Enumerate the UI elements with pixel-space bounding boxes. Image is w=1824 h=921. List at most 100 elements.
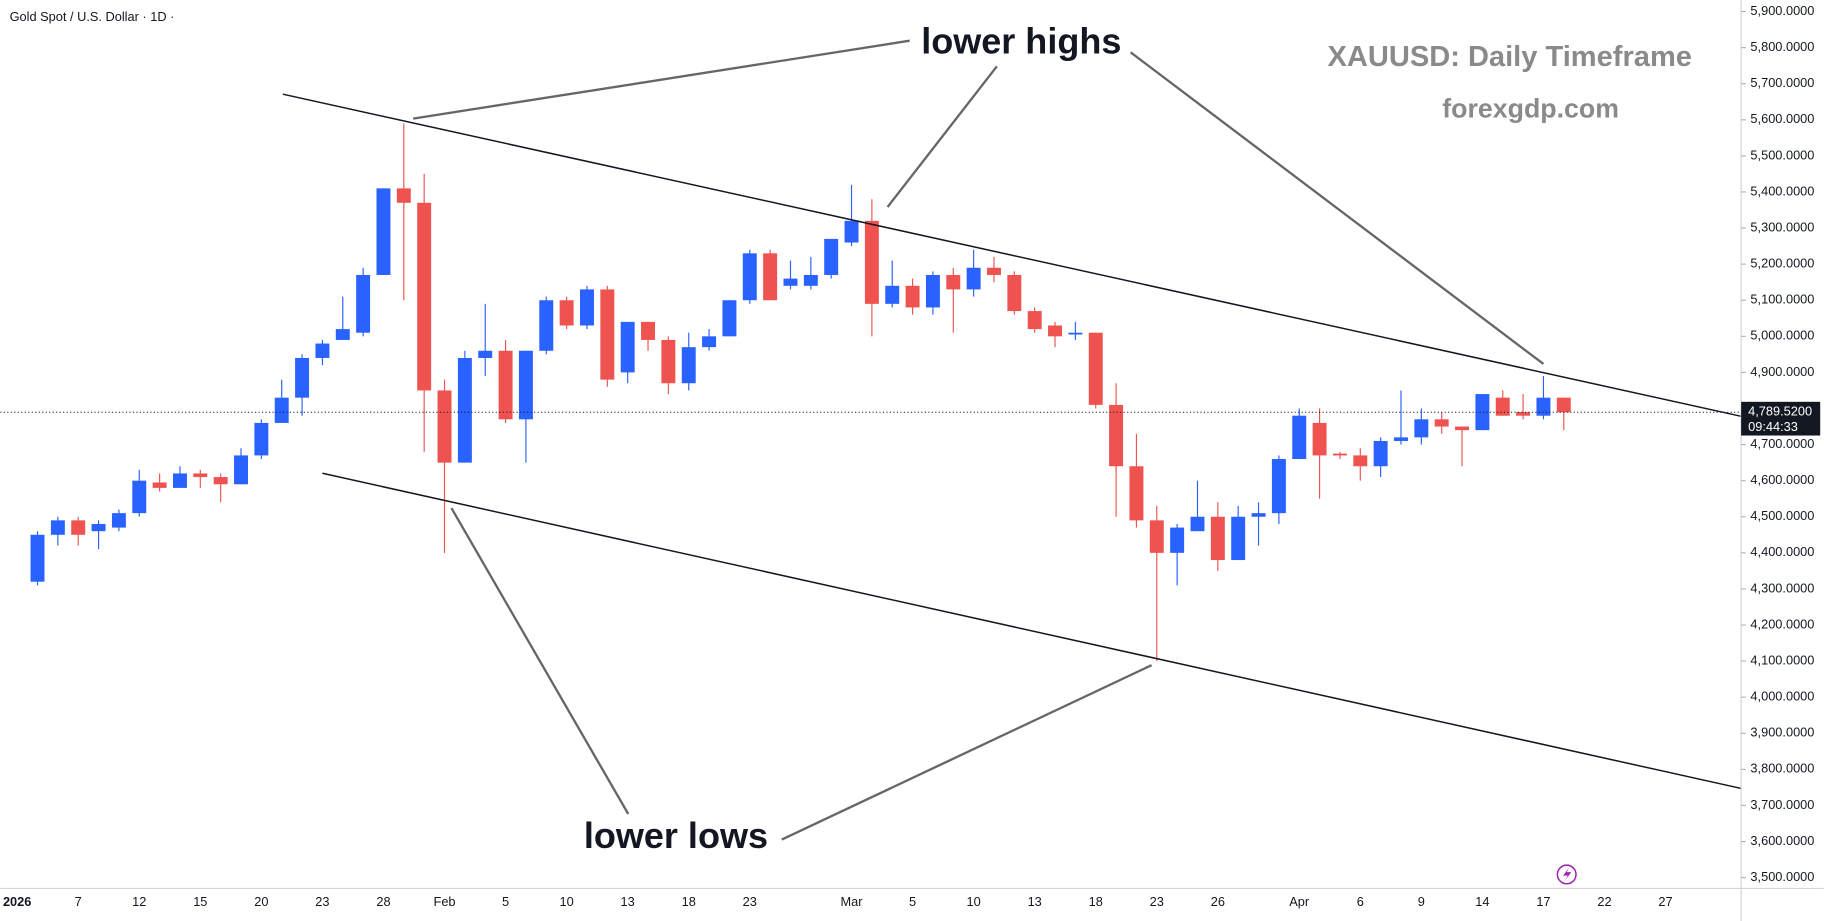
x-tick-label: 2026 <box>3 894 31 909</box>
candle-body <box>193 473 208 478</box>
y-tick-label: 4,300.0000 <box>1750 580 1814 595</box>
watermark-title: XAUUSD: Daily Timeframe <box>1327 41 1691 73</box>
x-tick-label: 28 <box>376 894 390 909</box>
x-tick-label: 10 <box>560 894 574 909</box>
candle-body <box>966 267 981 290</box>
last-price-label: 4,789.5200 <box>1748 404 1812 419</box>
candle-body <box>518 350 533 420</box>
candle-body <box>1088 332 1103 405</box>
y-tick-label: 4,600.0000 <box>1750 472 1814 487</box>
candle-body <box>946 274 961 290</box>
candle-body <box>844 220 859 243</box>
candle-body <box>1048 325 1063 337</box>
candle-body <box>1495 397 1510 416</box>
candle-body <box>559 300 574 326</box>
candle-body <box>1414 419 1429 438</box>
connector <box>1129 51 1545 365</box>
candle-body <box>1455 426 1470 431</box>
candle-body <box>742 253 757 301</box>
x-tick-label: 6 <box>1357 894 1364 909</box>
candle-body <box>1068 332 1083 335</box>
candle-body <box>620 321 635 373</box>
candle-body <box>376 188 391 275</box>
x-tick-label: 23 <box>315 894 329 909</box>
x-tick-label: 12 <box>132 894 146 909</box>
candle-body <box>1516 412 1531 416</box>
x-tick-label: 23 <box>1150 894 1164 909</box>
candle-body <box>987 267 1001 275</box>
connector <box>886 65 998 208</box>
y-tick-label: 4,900.0000 <box>1750 364 1814 379</box>
y-tick-label: 5,100.0000 <box>1750 292 1814 307</box>
candle-body <box>1353 455 1368 467</box>
y-tick-label: 3,700.0000 <box>1750 797 1814 812</box>
price-label-box <box>1741 401 1821 436</box>
countdown-label: 09:44:33 <box>1748 419 1798 434</box>
candle-body <box>661 339 676 384</box>
candle-body <box>295 357 310 398</box>
y-tick-label: 5,600.0000 <box>1750 111 1814 126</box>
candle-body <box>1027 311 1042 330</box>
x-tick-label: 13 <box>621 894 635 909</box>
candle-body <box>1332 453 1347 456</box>
candle-body <box>1312 422 1327 456</box>
lightning-icon[interactable] <box>1556 864 1577 885</box>
x-tick-label: 14 <box>1475 894 1489 909</box>
candle-body <box>1394 437 1408 441</box>
candle-body <box>1251 513 1266 517</box>
y-tick-label: 3,600.0000 <box>1750 833 1814 848</box>
candle-body <box>722 300 737 337</box>
candle-body <box>539 300 554 351</box>
candle-body <box>71 520 86 535</box>
y-tick-label: 4,400.0000 <box>1750 544 1814 559</box>
candle-body <box>1109 404 1124 467</box>
y-tick-label: 3,900.0000 <box>1750 725 1814 740</box>
x-tick-label: 7 <box>75 894 82 909</box>
candle-body <box>763 253 778 301</box>
y-tick-label: 4,200.0000 <box>1750 616 1814 631</box>
candle-body <box>600 289 615 380</box>
connector <box>781 664 1153 841</box>
x-tick-label: Feb <box>434 894 456 909</box>
x-tick-label: 22 <box>1597 894 1611 909</box>
icon-circle[interactable] <box>1556 864 1577 885</box>
x-tick-label: 23 <box>743 894 757 909</box>
y-tick-label: 5,700.0000 <box>1750 75 1814 90</box>
x-tick-label: 10 <box>967 894 981 909</box>
candle-body <box>172 473 187 488</box>
candle-body <box>152 482 167 488</box>
candle-body <box>274 397 289 423</box>
y-tick-label: 5,500.0000 <box>1750 147 1814 162</box>
y-tick-label: 5,400.0000 <box>1750 183 1814 198</box>
candle-body <box>1129 466 1144 521</box>
candle-body <box>1271 459 1286 514</box>
connector <box>412 39 910 120</box>
candle-body <box>356 274 371 333</box>
candle-body <box>50 520 65 535</box>
candle-body <box>457 357 472 463</box>
candle-body <box>803 274 818 286</box>
watermark-site: forexgdp.com <box>1442 94 1619 124</box>
candle-body <box>641 321 656 340</box>
x-tick-label: 5 <box>502 894 509 909</box>
candle-body <box>579 289 594 326</box>
candle-body <box>864 220 879 304</box>
lower-trendline <box>322 472 1742 790</box>
x-tick-label: 17 <box>1536 894 1550 909</box>
icon-bolt[interactable] <box>1563 867 1572 882</box>
candle-body <box>417 202 432 391</box>
x-tick-label: 13 <box>1028 894 1042 909</box>
y-tick-label: 4,700.0000 <box>1750 436 1814 451</box>
candle-body <box>132 480 147 514</box>
candle-body <box>681 347 696 384</box>
candle-body <box>111 513 126 528</box>
candle-body <box>91 523 106 532</box>
candle-body <box>783 278 798 286</box>
x-tick-label: Apr <box>1289 894 1310 909</box>
chart-title: Gold Spot / U.S. Dollar · 1D · <box>10 9 175 24</box>
candle-body <box>824 238 839 275</box>
candle-body <box>1373 440 1388 467</box>
